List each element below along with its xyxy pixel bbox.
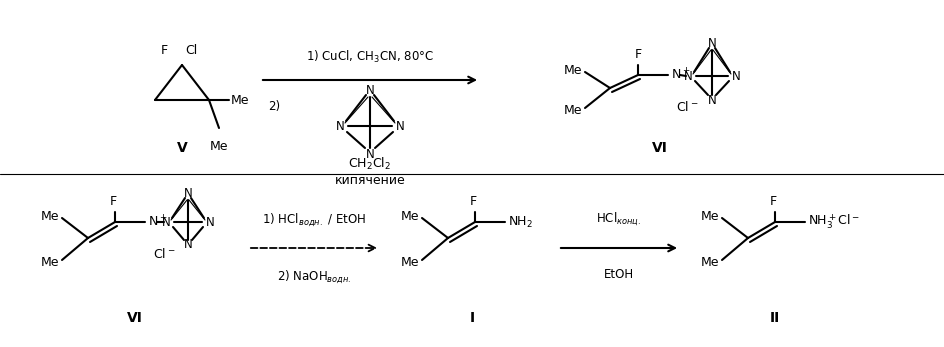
Text: N: N bbox=[184, 238, 193, 252]
Text: Me: Me bbox=[210, 140, 228, 153]
Text: N: N bbox=[365, 84, 375, 96]
Text: Me: Me bbox=[41, 255, 59, 269]
Text: N$^+$: N$^+$ bbox=[671, 67, 691, 83]
Text: CH$_2$Cl$_2$: CH$_2$Cl$_2$ bbox=[348, 156, 392, 172]
Text: кипячение: кипячение bbox=[334, 174, 405, 186]
Text: F: F bbox=[110, 195, 116, 208]
Text: F: F bbox=[160, 44, 168, 57]
Text: N: N bbox=[708, 93, 716, 107]
Text: F: F bbox=[769, 195, 777, 208]
Text: V: V bbox=[177, 141, 187, 155]
Text: 1) CuCl, CH$_3$CN, 80°C: 1) CuCl, CH$_3$CN, 80°C bbox=[306, 49, 434, 65]
Text: Me: Me bbox=[231, 93, 249, 107]
Text: N: N bbox=[161, 215, 170, 229]
Text: Me: Me bbox=[564, 103, 582, 117]
Text: I: I bbox=[469, 311, 475, 325]
Text: N: N bbox=[365, 147, 375, 161]
Text: N$^+$: N$^+$ bbox=[148, 214, 167, 230]
Text: N: N bbox=[708, 36, 716, 50]
Text: N: N bbox=[732, 69, 740, 83]
Text: Me: Me bbox=[400, 210, 419, 222]
Text: II: II bbox=[770, 311, 780, 325]
Text: 2): 2) bbox=[268, 100, 280, 113]
Text: N: N bbox=[683, 69, 692, 83]
Text: N: N bbox=[206, 215, 214, 229]
Text: EtOH: EtOH bbox=[604, 268, 634, 281]
Text: VI: VI bbox=[127, 311, 143, 325]
Text: Me: Me bbox=[700, 255, 719, 269]
Text: Me: Me bbox=[700, 210, 719, 222]
Text: 1) HCl$_{водн.}$ / EtOH: 1) HCl$_{водн.}$ / EtOH bbox=[262, 211, 366, 228]
Text: N: N bbox=[396, 119, 404, 133]
Text: Me: Me bbox=[400, 255, 419, 269]
Text: Cl$^-$: Cl$^-$ bbox=[676, 100, 699, 114]
Text: Me: Me bbox=[564, 64, 582, 76]
Text: N: N bbox=[184, 186, 193, 200]
Text: F: F bbox=[469, 195, 477, 208]
Text: NH$_2$: NH$_2$ bbox=[508, 214, 533, 230]
Text: Cl$^-$: Cl$^-$ bbox=[153, 247, 176, 261]
Text: 2) NaOH$_{водн.}$: 2) NaOH$_{водн.}$ bbox=[277, 268, 351, 285]
Text: F: F bbox=[634, 48, 642, 61]
Text: Me: Me bbox=[41, 210, 59, 222]
Text: HCl$_{конц.}$: HCl$_{конц.}$ bbox=[597, 211, 642, 228]
Text: N: N bbox=[336, 119, 345, 133]
Text: NH$_3^+$Cl$^-$: NH$_3^+$Cl$^-$ bbox=[808, 213, 860, 231]
Text: VI: VI bbox=[652, 141, 668, 155]
Text: Cl: Cl bbox=[185, 44, 197, 57]
